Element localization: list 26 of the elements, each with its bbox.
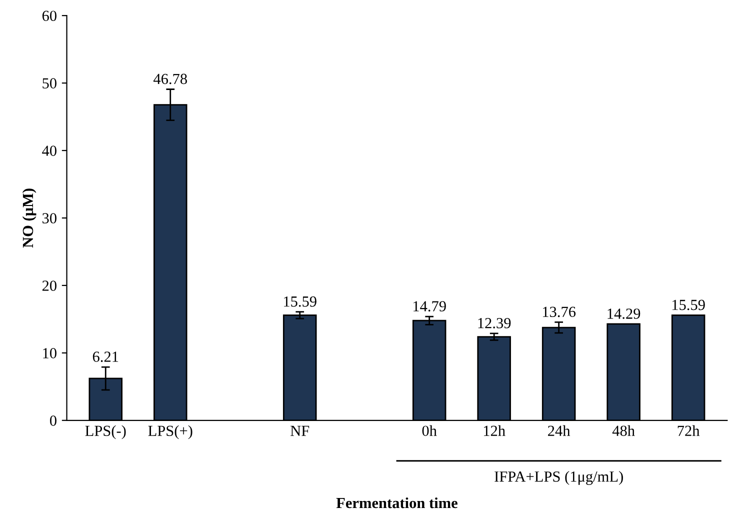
y-tick-label: 50 <box>42 78 56 88</box>
x-tick-label: LPS(-) <box>85 425 126 440</box>
data-label: 15.59 <box>284 296 316 307</box>
data-label: 14.29 <box>608 308 640 319</box>
x-tick-label: 0h <box>422 425 437 436</box>
y-tick-label: 30 <box>42 213 56 224</box>
data-label: 6.21 <box>92 352 118 362</box>
data-label: 15.59 <box>672 300 705 310</box>
y-axis-title: NO (μM) <box>22 188 36 248</box>
data-label: 14.79 <box>414 301 446 312</box>
data-label: 46.78 <box>153 74 187 84</box>
data-label: 13.76 <box>542 306 576 318</box>
x-tick-label: 24h <box>548 425 570 436</box>
y-tick-label: 40 <box>42 146 56 156</box>
y-tick-label: 0 <box>50 416 56 426</box>
y-tick-label: 20 <box>42 280 56 291</box>
x-tick-label: 12h <box>484 425 506 436</box>
x-tick-label: 72h <box>678 425 700 436</box>
x-axis-title: Fermentation time <box>336 497 458 508</box>
x-tick-label: 48h <box>612 425 635 436</box>
data-label: 12.39 <box>478 318 511 328</box>
y-tick-label: 10 <box>43 348 56 358</box>
y-tick-label: 60 <box>42 10 56 22</box>
x-tick-label: NF <box>290 426 310 436</box>
text: IFPA+LPS (1μg/mL) <box>494 470 623 485</box>
x-tick-label: LPS(+) <box>148 425 192 440</box>
